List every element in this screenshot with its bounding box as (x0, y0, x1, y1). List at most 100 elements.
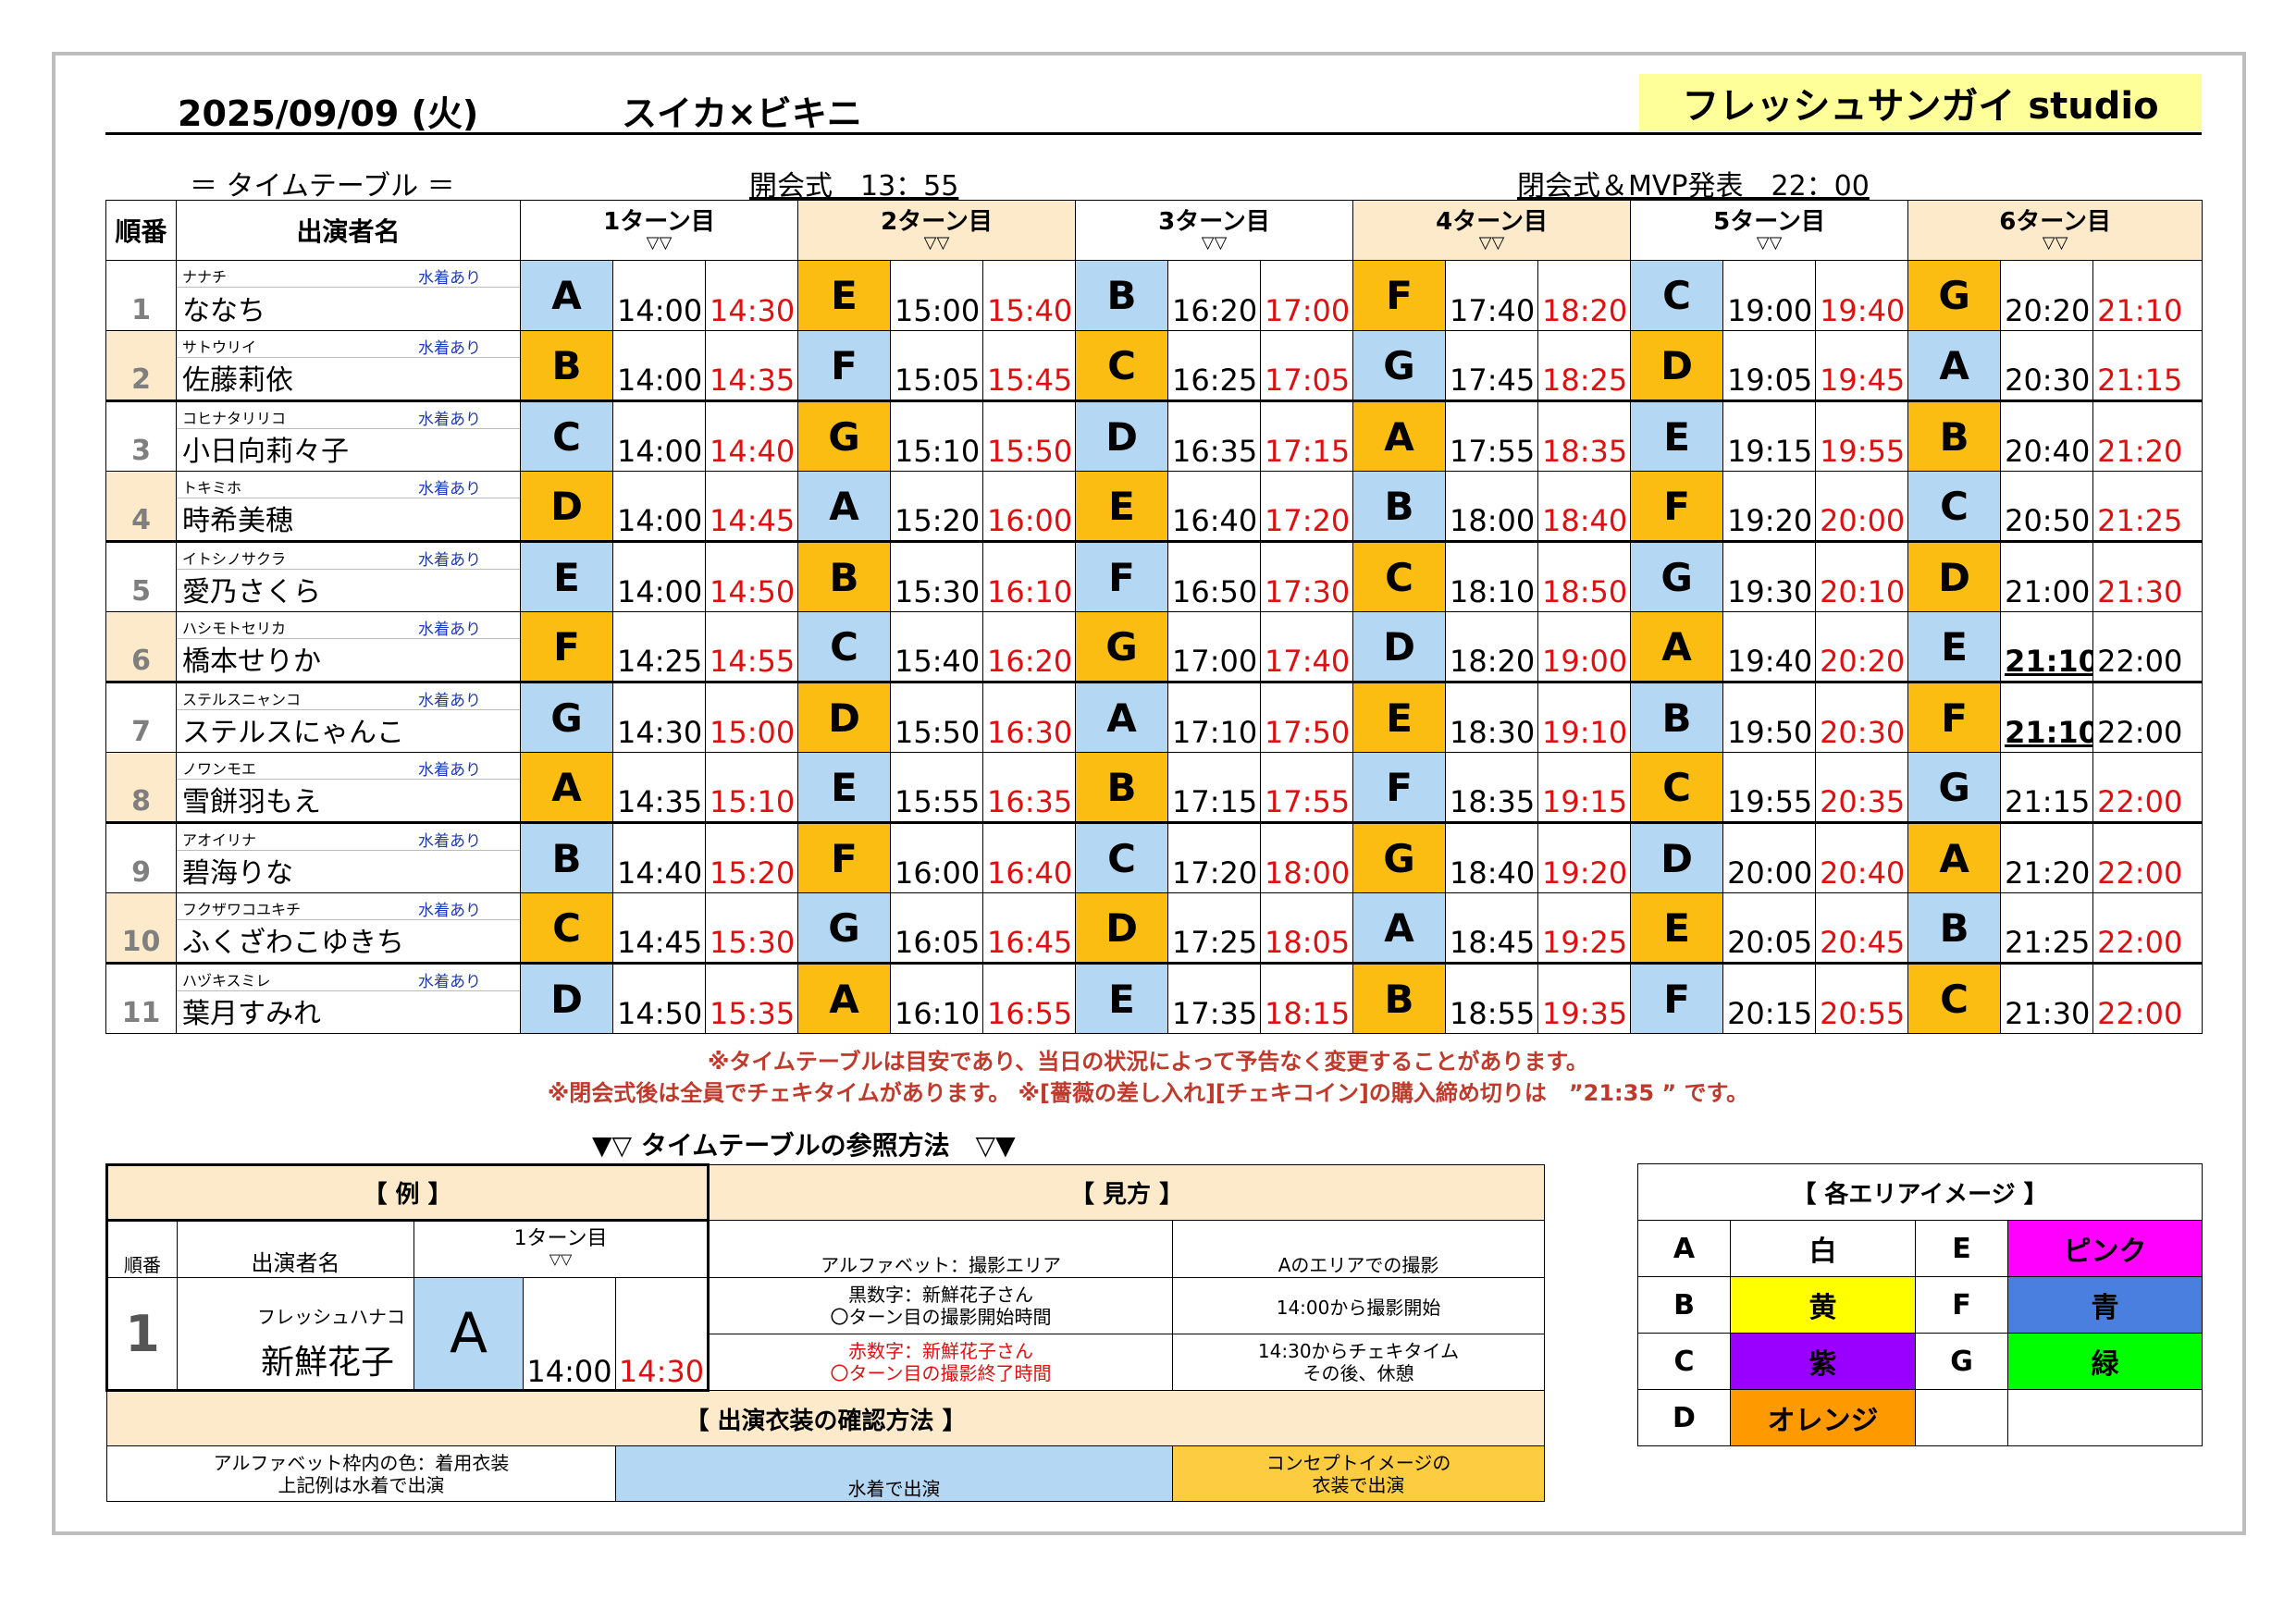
table-header: 順番 出演者名 1ターン目 ▽▽ 2ターン目 ▽▽ 3ターン目 ▽▽ 4ターン目 ▽▽ … (105, 200, 2203, 261)
legend-color: オレンジ (1730, 1389, 1916, 1446)
performer-name: 雪餅羽もえ (182, 786, 321, 818)
area-letter: A (520, 260, 613, 331)
example-header: 【 例 】 (105, 1163, 710, 1222)
start-time: 14:40 (612, 821, 706, 893)
performer-kana: ノワンモエ (182, 760, 257, 778)
end-time: 19:00 (1537, 611, 1632, 682)
area-letter: F (1630, 962, 1724, 1034)
performer-kana: コヒナタリリコ (182, 410, 287, 427)
start-time: 20:05 (1722, 892, 1817, 964)
performer-name: 小日向莉々子 (182, 436, 349, 468)
swimsuit-badge: 水着あり (418, 339, 481, 358)
area-letter: F (797, 330, 892, 401)
end-time: 15:40 (982, 260, 1077, 331)
start-time: 17:35 (1167, 962, 1262, 1034)
start-time: 21:15 (2000, 752, 2094, 823)
end-time: 22:00 (2092, 892, 2203, 964)
howto-header: 【 見方 】 (708, 1164, 1546, 1221)
performer-number: 6 (105, 611, 177, 682)
start-time: 14:30 (612, 681, 706, 753)
performer-number: 9 (105, 821, 177, 893)
start-time: 19:30 (1722, 540, 1817, 612)
end-time: 15:00 (704, 681, 799, 753)
legend-letter: A (1637, 1220, 1731, 1277)
start-time: 16:20 (1167, 260, 1262, 331)
start-time: 14:45 (612, 892, 706, 964)
area-letter: A (1352, 400, 1447, 472)
swimsuit-badge: 水着あり (418, 269, 481, 288)
end-time: 14:40 (704, 400, 799, 472)
area-letter: G (797, 400, 892, 472)
table-row: 2 サトウリイ 水着あり 佐藤莉依 B 14:00 14:35 F 15:05 15:45 C 16:… (105, 330, 2203, 401)
end-time: 20:20 (1815, 611, 1909, 682)
start-time: 21:10 (2000, 611, 2094, 682)
table-row: 5 イトシノサクラ 水着あり 愛乃さくら E 14:00 14:50 B 15:30 16:10 F… (105, 540, 2203, 612)
area-letter: E (797, 752, 892, 823)
start-time: 15:55 (890, 752, 984, 823)
start-time: 17:00 (1167, 611, 1262, 682)
area-letter: F (1352, 260, 1447, 331)
legend-color: 黄 (1730, 1276, 1916, 1334)
start-time: 20:40 (2000, 400, 2094, 472)
start-time: 15:20 (890, 471, 984, 542)
ex-area: A (414, 1277, 524, 1392)
studio-name: フレッシュサンガイ studio (1639, 74, 2202, 131)
start-time: 18:45 (1445, 892, 1539, 964)
end-time: 15:20 (704, 821, 799, 893)
swimsuit-badge: 水着あり (418, 621, 481, 639)
start-time: 14:35 (612, 752, 706, 823)
costume-blue: 水着で出演 (614, 1445, 1174, 1502)
header-divider (105, 132, 2202, 135)
swimsuit-badge: 水着あり (418, 692, 481, 710)
performer-kana: サトウリイ (182, 338, 257, 356)
black-label: 黒数字：新鮮花子さん 〇ターン目の撮影開始時間 (708, 1277, 1174, 1334)
area-letter: A (797, 962, 892, 1034)
note-1: ※タイムテーブルは目安であり、当日の状況によって予告なく変更することがあります。 (708, 1049, 1588, 1075)
end-time: 20:45 (1815, 892, 1909, 964)
end-time: 20:00 (1815, 471, 1909, 542)
legend-empty (1915, 1389, 2008, 1446)
area-letter: C (1075, 821, 1169, 893)
area-letter: B (1075, 260, 1169, 331)
area-letter: E (1075, 471, 1169, 542)
start-time: 14:25 (612, 611, 706, 682)
start-time: 19:15 (1722, 400, 1817, 472)
area-letter: A (1907, 821, 2002, 893)
turn-header-5: 5ターン目 ▽▽ (1630, 200, 1909, 261)
turn-header-4: 4ターン目 ▽▽ (1352, 200, 1632, 261)
area-letter: A (1075, 681, 1169, 753)
start-time: 20:20 (2000, 260, 2094, 331)
start-time: 17:10 (1167, 681, 1262, 753)
legend-letter: D (1637, 1389, 1731, 1446)
end-time: 17:15 (1260, 400, 1354, 472)
start-time: 14:50 (612, 962, 706, 1034)
area-letter: D (797, 681, 892, 753)
performer-name-cell: イトシノサクラ 水着あり 愛乃さくら (176, 540, 521, 612)
end-time: 19:40 (1815, 260, 1909, 331)
end-time: 22:00 (2092, 752, 2203, 823)
swimsuit-badge: 水着あり (418, 761, 481, 780)
example-table: 【 例 】 【 見方 】 順番 出演者名 1ターン目 ▽▽ アルファベット：撮影エ… (105, 1163, 1546, 1502)
legend-color: 紫 (1730, 1333, 1916, 1390)
ex-number: 1 (105, 1277, 178, 1392)
turn-header-2: 2ターン目 ▽▽ (797, 200, 1077, 261)
ex-name-header: 出演者名 (177, 1220, 414, 1278)
timetable-label: ＝ タイムテーブル ＝ (190, 170, 455, 203)
start-time: 14:00 (612, 260, 706, 331)
area-letter: F (797, 821, 892, 893)
area-letter: G (1352, 330, 1447, 401)
black-desc: 14:00から撮影開始 (1172, 1277, 1546, 1334)
end-time: 14:30 (704, 260, 799, 331)
start-time: 19:05 (1722, 330, 1817, 401)
end-time: 21:10 (2092, 260, 2203, 331)
start-time: 20:15 (1722, 962, 1817, 1034)
swimsuit-badge: 水着あり (418, 411, 481, 429)
ex-end: 14:30 (614, 1277, 710, 1392)
swimsuit-badge: 水着あり (418, 902, 481, 920)
start-time: 17:15 (1167, 752, 1262, 823)
end-time: 19:45 (1815, 330, 1909, 401)
legend-letter: B (1637, 1276, 1731, 1334)
area-letter: D (520, 471, 613, 542)
area-letter: D (1630, 330, 1724, 401)
event-title: スイカ×ビキニ (622, 93, 862, 134)
